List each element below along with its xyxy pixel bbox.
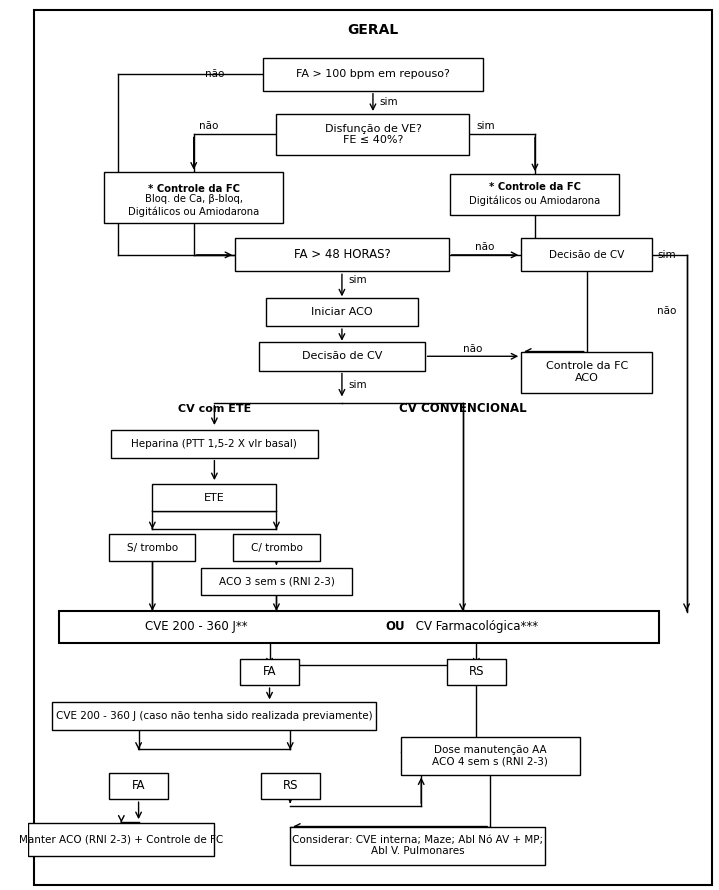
FancyBboxPatch shape — [28, 822, 214, 855]
FancyBboxPatch shape — [262, 58, 483, 91]
Text: Manter ACO (RNI 2-3) + Controle de FC: Manter ACO (RNI 2-3) + Controle de FC — [19, 834, 224, 845]
Text: C/ trombo: C/ trombo — [250, 543, 303, 553]
Text: sim: sim — [349, 380, 367, 390]
Text: FA: FA — [132, 780, 145, 792]
Text: CV Farmacológica***: CV Farmacológica*** — [411, 620, 538, 634]
Text: sim: sim — [477, 121, 495, 131]
FancyBboxPatch shape — [109, 534, 196, 561]
Text: não: não — [475, 242, 495, 252]
Text: GERAL: GERAL — [347, 23, 398, 36]
FancyBboxPatch shape — [447, 659, 505, 685]
Text: sim: sim — [657, 250, 676, 260]
Text: Heparina (PTT 1,5-2 X vlr basal): Heparina (PTT 1,5-2 X vlr basal) — [132, 439, 298, 449]
Text: ETE: ETE — [204, 492, 225, 503]
Text: CV CONVENCIONAL: CV CONVENCIONAL — [399, 402, 526, 416]
Text: não: não — [463, 344, 482, 353]
FancyBboxPatch shape — [235, 239, 449, 271]
FancyBboxPatch shape — [201, 568, 352, 595]
FancyBboxPatch shape — [451, 174, 619, 215]
Text: CVE 200 - 360 J (caso não tenha sido realizada previamente): CVE 200 - 360 J (caso não tenha sido rea… — [56, 711, 372, 721]
FancyBboxPatch shape — [109, 773, 168, 799]
FancyBboxPatch shape — [52, 702, 376, 730]
FancyBboxPatch shape — [290, 827, 545, 864]
Text: não: não — [657, 306, 677, 317]
Text: OU: OU — [385, 620, 405, 634]
FancyBboxPatch shape — [152, 484, 276, 511]
Text: Controle da FC
ACO: Controle da FC ACO — [546, 361, 628, 383]
Text: sim: sim — [349, 275, 367, 285]
Text: Dose manutenção AA
ACO 4 sem s (RNI 2-3): Dose manutenção AA ACO 4 sem s (RNI 2-3) — [432, 745, 548, 766]
Text: Iniciar ACO: Iniciar ACO — [311, 307, 372, 317]
FancyBboxPatch shape — [240, 659, 299, 685]
Text: Decisão de CV: Decisão de CV — [549, 250, 624, 260]
Text: * Controle da FC: * Controle da FC — [489, 182, 581, 192]
FancyBboxPatch shape — [266, 297, 418, 326]
FancyBboxPatch shape — [276, 114, 470, 155]
Text: RS: RS — [469, 666, 484, 678]
FancyBboxPatch shape — [111, 430, 318, 457]
FancyBboxPatch shape — [521, 239, 652, 271]
Text: ACO 3 sem s (RNI 2-3): ACO 3 sem s (RNI 2-3) — [219, 576, 334, 587]
Text: não: não — [199, 121, 219, 131]
FancyBboxPatch shape — [521, 352, 652, 392]
Text: FA > 48 HORAS?: FA > 48 HORAS? — [293, 248, 390, 262]
Text: sim: sim — [380, 97, 398, 108]
Text: Considerar: CVE interna; Maze; Abl Nó AV + MP;
Abl V. Pulmonares: Considerar: CVE interna; Maze; Abl Nó AV… — [292, 835, 544, 856]
Text: S/ trombo: S/ trombo — [127, 543, 178, 553]
FancyBboxPatch shape — [260, 342, 425, 370]
Text: RS: RS — [283, 780, 298, 792]
Text: FA > 100 bpm em repouso?: FA > 100 bpm em repouso? — [296, 69, 450, 79]
FancyBboxPatch shape — [261, 773, 319, 799]
Text: Digitálicos ou Amiodarona: Digitálicos ou Amiodarona — [470, 196, 600, 206]
Text: * Controle da FC: * Controle da FC — [147, 183, 239, 194]
Text: FA: FA — [263, 666, 276, 678]
FancyBboxPatch shape — [234, 534, 319, 561]
FancyBboxPatch shape — [59, 611, 659, 643]
Text: CVE 200 - 360 J**: CVE 200 - 360 J** — [145, 620, 252, 634]
FancyBboxPatch shape — [400, 737, 580, 774]
Text: não: não — [206, 69, 225, 79]
FancyBboxPatch shape — [104, 173, 283, 223]
Text: Decisão de CV: Decisão de CV — [302, 352, 382, 361]
Text: Bloq. de Ca, β-bloq,
Digitálicos ou Amiodarona: Bloq. de Ca, β-bloq, Digitálicos ou Amio… — [128, 194, 260, 216]
Text: Disfunção de VE?
FE ≤ 40%?: Disfunção de VE? FE ≤ 40%? — [324, 124, 421, 145]
Text: CV com ETE: CV com ETE — [178, 404, 251, 414]
